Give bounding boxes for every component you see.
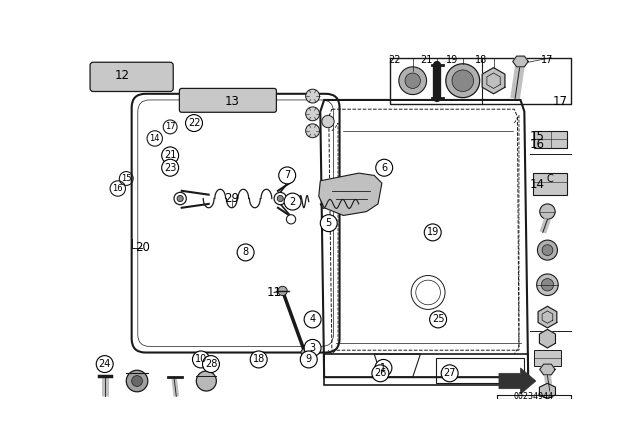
Text: 13: 13: [224, 95, 239, 108]
FancyBboxPatch shape: [179, 88, 276, 112]
Polygon shape: [540, 329, 556, 348]
Circle shape: [540, 204, 555, 220]
Text: 15: 15: [530, 130, 545, 143]
Text: 23: 23: [164, 163, 177, 173]
Circle shape: [162, 159, 179, 176]
Text: 4: 4: [310, 314, 316, 324]
Text: 21: 21: [164, 151, 177, 160]
Text: 28: 28: [205, 359, 217, 369]
Circle shape: [306, 107, 319, 121]
Text: 14: 14: [530, 178, 545, 191]
Text: 22: 22: [388, 55, 401, 65]
Text: 7: 7: [284, 170, 291, 181]
Text: 12: 12: [115, 69, 130, 82]
Circle shape: [237, 244, 254, 261]
Circle shape: [322, 115, 334, 128]
Text: 9: 9: [306, 354, 312, 365]
Text: 27: 27: [444, 368, 456, 378]
Text: 29: 29: [224, 192, 239, 205]
Text: 22: 22: [188, 118, 200, 128]
Circle shape: [424, 224, 441, 241]
Circle shape: [441, 365, 458, 382]
Circle shape: [429, 311, 447, 328]
Circle shape: [306, 89, 319, 103]
Circle shape: [446, 64, 480, 98]
Polygon shape: [319, 173, 382, 215]
Text: 17: 17: [541, 55, 554, 65]
Circle shape: [287, 215, 296, 224]
Polygon shape: [540, 383, 556, 399]
Circle shape: [372, 365, 389, 382]
Text: 24: 24: [99, 359, 111, 369]
Text: 8: 8: [243, 247, 249, 258]
Text: 2: 2: [289, 197, 296, 207]
Text: 18: 18: [253, 354, 265, 365]
Text: 3: 3: [310, 343, 316, 353]
Circle shape: [452, 70, 474, 91]
Polygon shape: [513, 56, 528, 67]
Circle shape: [279, 167, 296, 184]
Text: 26: 26: [374, 368, 387, 378]
Circle shape: [320, 215, 337, 232]
Text: C: C: [547, 174, 553, 184]
Text: 5: 5: [326, 218, 332, 228]
Text: 6: 6: [381, 163, 387, 173]
Text: 19: 19: [427, 228, 439, 237]
Text: 16: 16: [113, 184, 123, 193]
Circle shape: [174, 192, 186, 205]
Circle shape: [196, 371, 216, 391]
Circle shape: [304, 340, 321, 356]
Text: 18: 18: [475, 55, 487, 65]
Polygon shape: [499, 368, 536, 394]
Text: 20: 20: [135, 241, 150, 254]
Circle shape: [375, 359, 392, 376]
FancyBboxPatch shape: [533, 173, 566, 195]
Text: 10: 10: [195, 354, 207, 365]
Text: 15: 15: [121, 174, 131, 183]
Circle shape: [96, 356, 113, 373]
Circle shape: [301, 349, 308, 356]
Text: 17: 17: [553, 95, 568, 108]
Circle shape: [186, 115, 202, 132]
Circle shape: [126, 370, 148, 392]
FancyBboxPatch shape: [90, 62, 173, 91]
Circle shape: [284, 193, 301, 210]
Circle shape: [306, 124, 319, 138]
Circle shape: [376, 159, 393, 176]
Circle shape: [277, 195, 284, 202]
Circle shape: [132, 375, 143, 386]
Polygon shape: [538, 306, 557, 328]
Circle shape: [278, 286, 287, 296]
Circle shape: [538, 240, 557, 260]
Text: 1: 1: [380, 363, 387, 373]
Circle shape: [304, 311, 321, 328]
Text: 11: 11: [267, 286, 282, 299]
Text: 19: 19: [446, 55, 458, 65]
Circle shape: [274, 192, 287, 205]
Text: 16: 16: [530, 138, 545, 151]
Circle shape: [177, 195, 183, 202]
Circle shape: [405, 73, 420, 88]
Text: 00234944: 00234944: [513, 392, 554, 401]
Circle shape: [250, 351, 267, 368]
Text: 21: 21: [420, 55, 433, 65]
FancyBboxPatch shape: [534, 350, 561, 366]
Polygon shape: [540, 364, 555, 375]
Text: 25: 25: [432, 314, 444, 324]
Circle shape: [399, 67, 427, 95]
Circle shape: [300, 351, 317, 368]
Circle shape: [541, 279, 554, 291]
Circle shape: [537, 274, 558, 296]
Circle shape: [193, 351, 209, 368]
Circle shape: [162, 147, 179, 164]
Text: 17: 17: [165, 122, 175, 131]
FancyBboxPatch shape: [534, 131, 566, 148]
Circle shape: [542, 245, 553, 255]
Text: 14: 14: [150, 134, 160, 143]
Circle shape: [202, 356, 220, 373]
Polygon shape: [482, 68, 505, 94]
